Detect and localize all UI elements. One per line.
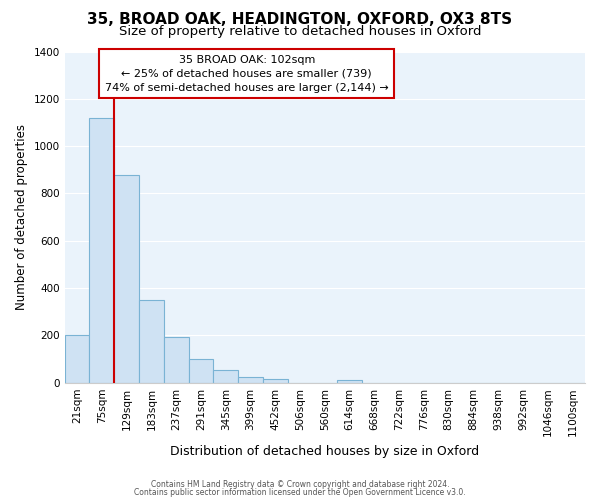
Text: 35 BROAD OAK: 102sqm
← 25% of detached houses are smaller (739)
74% of semi-deta: 35 BROAD OAK: 102sqm ← 25% of detached h… [105,55,389,93]
Bar [188,359,214,382]
Bar [139,300,164,382]
Bar [114,174,139,382]
Text: Size of property relative to detached houses in Oxford: Size of property relative to detached ho… [119,25,481,38]
Bar [337,380,362,382]
Y-axis label: Number of detached properties: Number of detached properties [15,124,28,310]
Bar [65,336,89,382]
Bar [238,377,263,382]
Bar [263,379,287,382]
Text: Contains HM Land Registry data © Crown copyright and database right 2024.: Contains HM Land Registry data © Crown c… [151,480,449,489]
Bar [214,370,238,382]
Bar [89,118,114,382]
X-axis label: Distribution of detached houses by size in Oxford: Distribution of detached houses by size … [170,444,479,458]
Text: 35, BROAD OAK, HEADINGTON, OXFORD, OX3 8TS: 35, BROAD OAK, HEADINGTON, OXFORD, OX3 8… [88,12,512,28]
Bar [164,336,188,382]
Text: Contains public sector information licensed under the Open Government Licence v3: Contains public sector information licen… [134,488,466,497]
